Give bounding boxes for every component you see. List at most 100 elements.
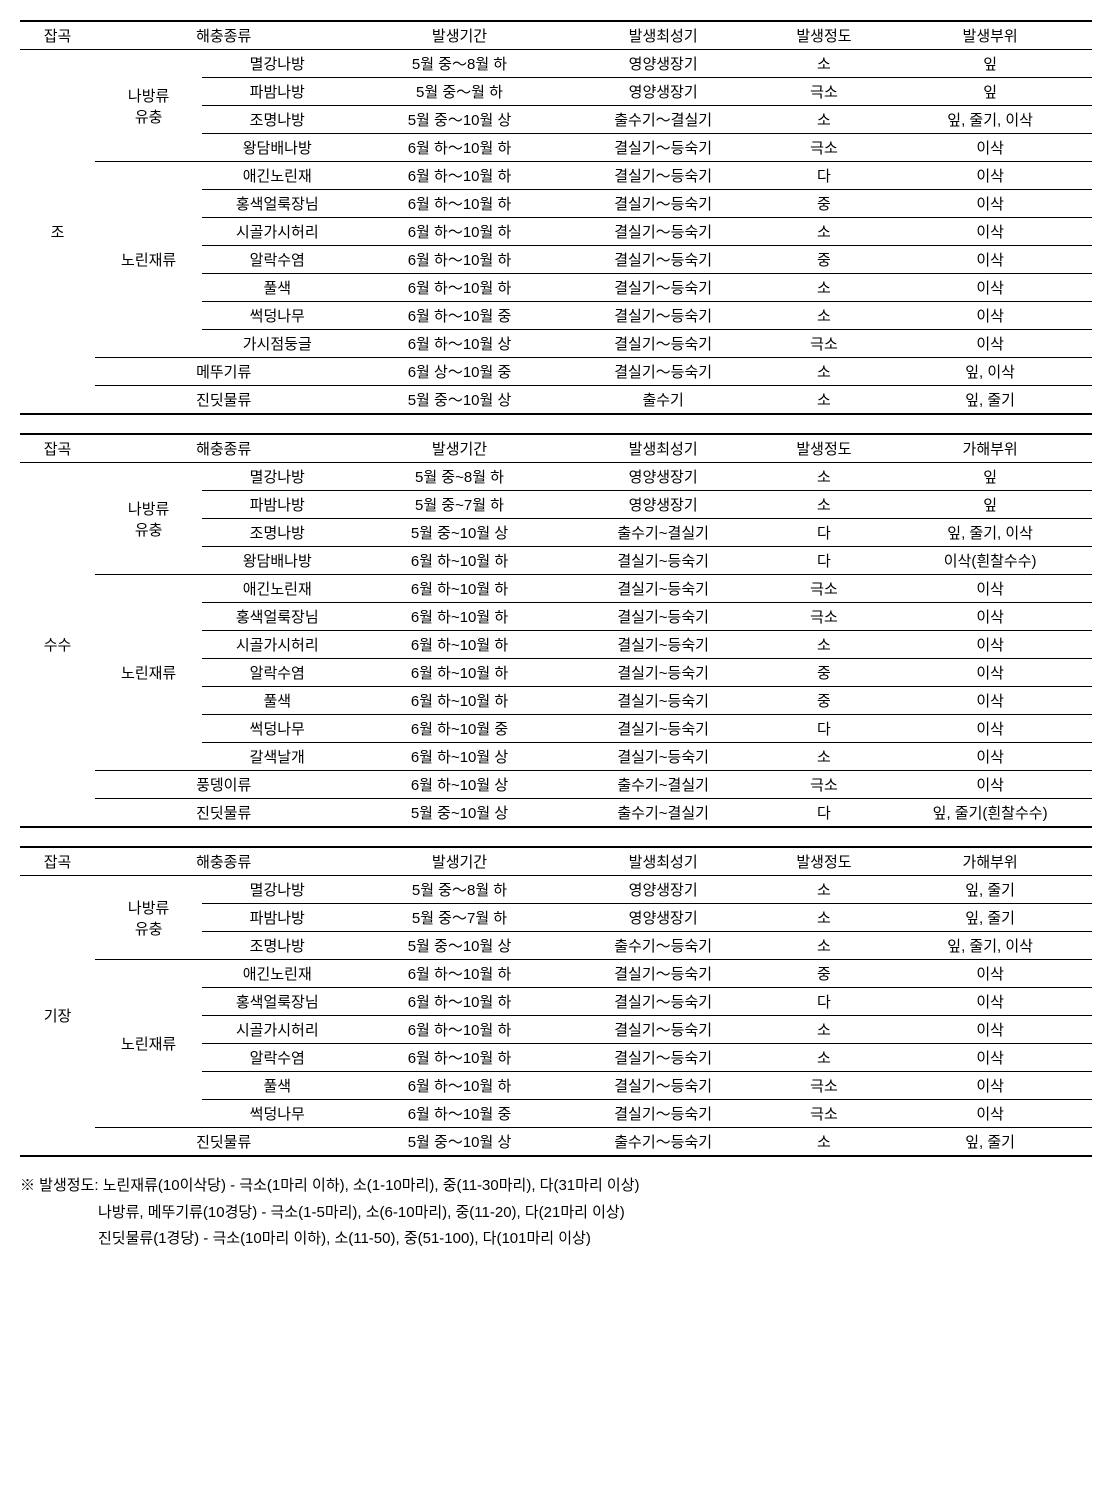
crop-cell: 수수 <box>20 463 95 828</box>
cell-level: 중 <box>760 687 889 715</box>
cell-peak: 출수기 <box>567 386 760 415</box>
cell-part: 이삭 <box>888 715 1092 743</box>
cell-level: 중 <box>760 246 889 274</box>
cell-level: 소 <box>760 358 889 386</box>
pest-name: 왕담배나방 <box>202 134 352 162</box>
cell-part: 이삭 <box>888 274 1092 302</box>
col-header-pest: 해충종류 <box>95 21 352 50</box>
pest-name: 진딧물류 <box>95 386 352 415</box>
cell-level: 소 <box>760 50 889 78</box>
cell-peak: 영양생장기 <box>567 876 760 904</box>
pest-name: 홍색얼룩장님 <box>202 603 352 631</box>
cell-peak: 결실기～등숙기 <box>567 246 760 274</box>
pest-name: 파밤나방 <box>202 491 352 519</box>
cell-part: 잎, 줄기, 이삭 <box>888 106 1092 134</box>
cell-part: 이삭 <box>888 1100 1092 1128</box>
cell-period: 5월 중～10월 상 <box>352 932 566 960</box>
cell-part: 잎 <box>888 463 1092 491</box>
pest-name: 조명나방 <box>202 519 352 547</box>
cell-level: 다 <box>760 799 889 828</box>
cell-part: 이삭 <box>888 960 1092 988</box>
cell-level: 극소 <box>760 1072 889 1100</box>
cell-level: 소 <box>760 876 889 904</box>
cell-peak: 결실기~등숙기 <box>567 547 760 575</box>
pest-name: 알락수염 <box>202 246 352 274</box>
cell-period: 6월 하~10월 하 <box>352 603 566 631</box>
col-header-5: 발생부위 <box>888 21 1092 50</box>
cell-period: 5월 중~10월 상 <box>352 519 566 547</box>
cell-period: 6월 하～10월 하 <box>352 162 566 190</box>
pest-name: 멸강나방 <box>202 50 352 78</box>
cell-peak: 출수기~결실기 <box>567 799 760 828</box>
cell-level: 소 <box>760 631 889 659</box>
cell-period: 5월 중～8월 하 <box>352 876 566 904</box>
cell-peak: 결실기～등숙기 <box>567 134 760 162</box>
cell-level: 극소 <box>760 603 889 631</box>
cell-level: 소 <box>760 302 889 330</box>
cell-period: 6월 하~10월 하 <box>352 659 566 687</box>
cell-level: 극소 <box>760 134 889 162</box>
cell-period: 6월 하~10월 하 <box>352 547 566 575</box>
cell-period: 5월 중～월 하 <box>352 78 566 106</box>
crop-cell: 기장 <box>20 876 95 1157</box>
cell-level: 소 <box>760 491 889 519</box>
cell-period: 5월 중~8월 하 <box>352 463 566 491</box>
cell-period: 6월 하～10월 하 <box>352 960 566 988</box>
cell-period: 6월 하~10월 하 <box>352 631 566 659</box>
cell-period: 5월 중~10월 상 <box>352 799 566 828</box>
table-row: 진딧물류5월 중～10월 상출수기소잎, 줄기 <box>20 386 1092 415</box>
cell-level: 극소 <box>760 78 889 106</box>
cell-peak: 결실기~등숙기 <box>567 687 760 715</box>
cell-part: 이삭 <box>888 659 1092 687</box>
cell-period: 6월 하～10월 하 <box>352 1072 566 1100</box>
cell-part: 잎 <box>888 78 1092 106</box>
col-header-3: 발생최성기 <box>567 434 760 463</box>
cell-part: 이삭 <box>888 771 1092 799</box>
cell-peak: 결실기~등숙기 <box>567 743 760 771</box>
cell-peak: 영양생장기 <box>567 904 760 932</box>
cell-level: 중 <box>760 659 889 687</box>
cell-peak: 결실기～등숙기 <box>567 358 760 386</box>
cell-peak: 결실기～등숙기 <box>567 190 760 218</box>
pest-name: 애긴노린재 <box>202 162 352 190</box>
cell-period: 6월 하~10월 상 <box>352 743 566 771</box>
col-header-3: 발생최성기 <box>567 21 760 50</box>
col-header-pest: 해충종류 <box>95 434 352 463</box>
cell-period: 5월 중～10월 상 <box>352 386 566 415</box>
cell-part: 이삭 <box>888 988 1092 1016</box>
cell-part: 이삭(흰찰수수) <box>888 547 1092 575</box>
cell-level: 다 <box>760 162 889 190</box>
cell-period: 6월 하～10월 하 <box>352 218 566 246</box>
col-header-5: 가해부위 <box>888 847 1092 876</box>
cell-peak: 영양생장기 <box>567 463 760 491</box>
pest-group: 나방류유충 <box>95 463 202 575</box>
cell-part: 이삭 <box>888 162 1092 190</box>
cell-period: 6월 하~10월 하 <box>352 575 566 603</box>
cell-peak: 결실기～등숙기 <box>567 162 760 190</box>
pest-name: 메뚜기류 <box>95 358 352 386</box>
pest-name: 조명나방 <box>202 106 352 134</box>
cell-part: 이삭 <box>888 1016 1092 1044</box>
cell-period: 5월 중～10월 상 <box>352 106 566 134</box>
table-row: 기장나방류유충멸강나방5월 중～8월 하영양생장기소잎, 줄기 <box>20 876 1092 904</box>
cell-peak: 결실기~등숙기 <box>567 659 760 687</box>
pest-name: 시골가시허리 <box>202 1016 352 1044</box>
table-row: 수수나방류유충멸강나방5월 중~8월 하영양생장기소잎 <box>20 463 1092 491</box>
cell-part: 이삭 <box>888 302 1092 330</box>
pest-name: 애긴노린재 <box>202 960 352 988</box>
pest-name: 멸강나방 <box>202 463 352 491</box>
cell-peak: 결실기～등숙기 <box>567 1016 760 1044</box>
pest-name: 왕담배나방 <box>202 547 352 575</box>
cell-part: 잎 <box>888 491 1092 519</box>
cell-level: 극소 <box>760 1100 889 1128</box>
cell-period: 6월 하～10월 상 <box>352 330 566 358</box>
pest-group: 노린재류 <box>95 162 202 358</box>
cell-part: 잎 <box>888 50 1092 78</box>
pest-table-1: 잡곡해충종류발생기간발생최성기발생정도가해부위수수나방류유충멸강나방5월 중~8… <box>20 433 1092 828</box>
pest-name: 썩덩나무 <box>202 1100 352 1128</box>
pest-table-0: 잡곡해충종류발생기간발생최성기발생정도발생부위조나방류유충멸강나방5월 중～8월… <box>20 20 1092 415</box>
cell-period: 6월 하~10월 하 <box>352 687 566 715</box>
pest-name: 풍뎅이류 <box>95 771 352 799</box>
cell-part: 잎, 줄기(흰찰수수) <box>888 799 1092 828</box>
cell-period: 6월 하～10월 하 <box>352 988 566 1016</box>
